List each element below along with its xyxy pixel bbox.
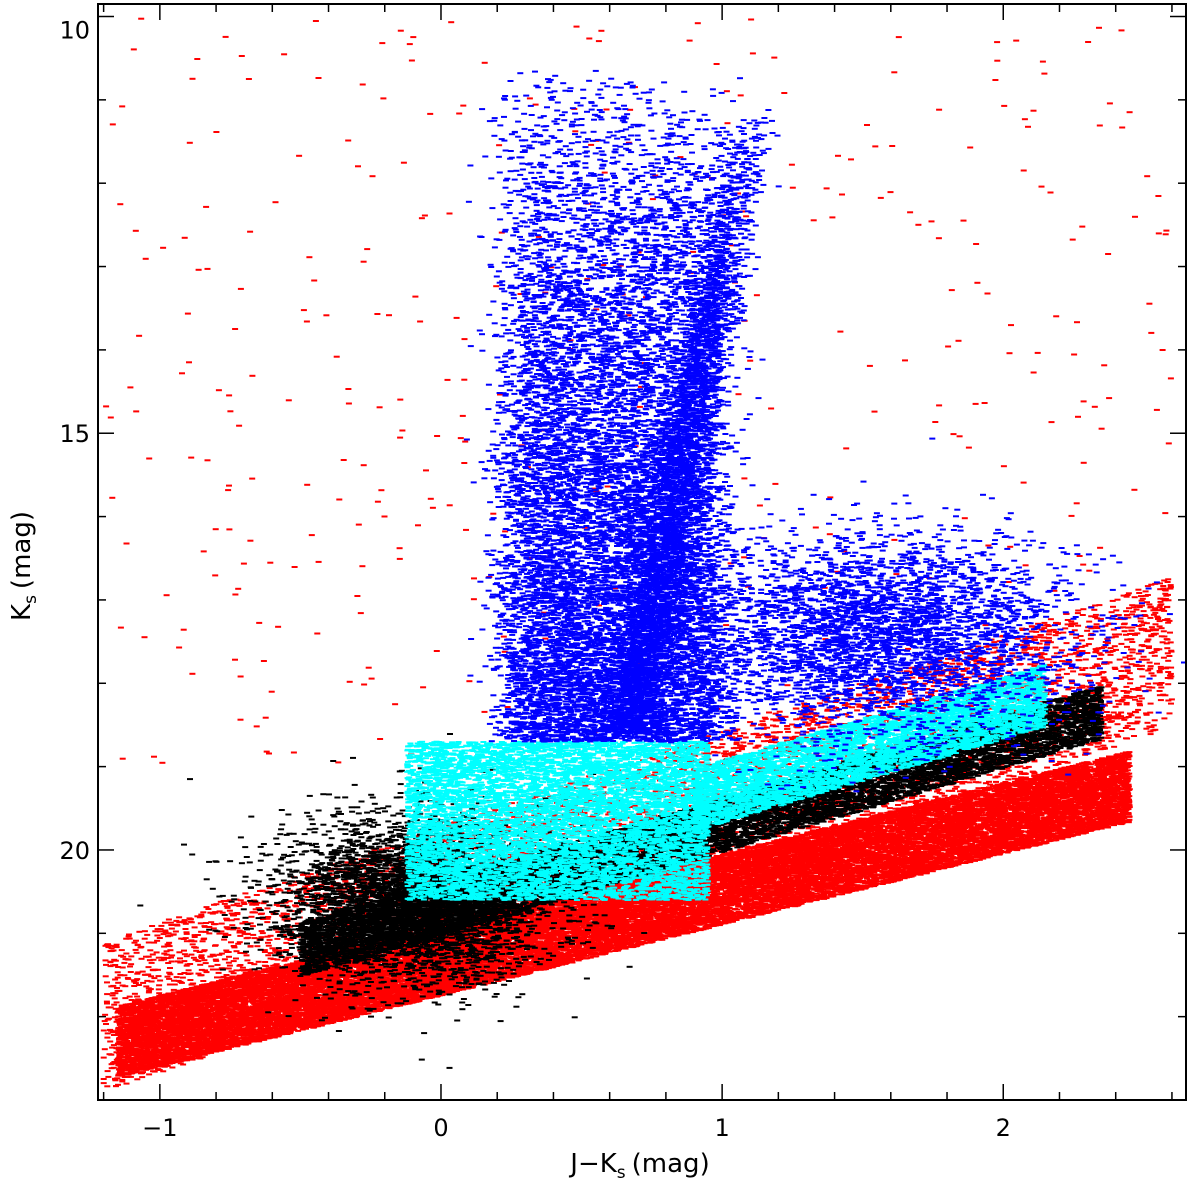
data-points	[101, 18, 1187, 1088]
